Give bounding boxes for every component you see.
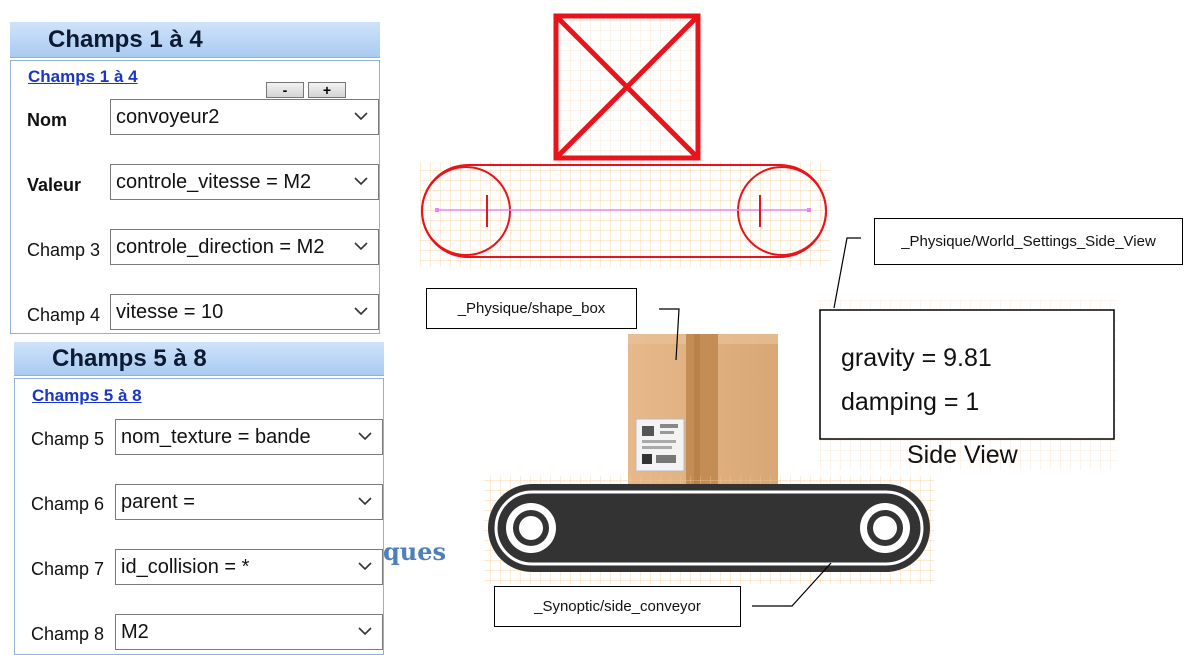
field-label-champ3: Champ 3 <box>27 240 101 260</box>
valeur-value: controle_vitesse = M2 <box>116 171 312 193</box>
champ4-value: vitesse = 10 <box>116 301 224 323</box>
champs-5-8-panel: Champs 5 à 8 Champs 5 à 8 Champ 5 nom_te… <box>14 342 384 655</box>
side-conveyor-callout: _Synoptic/side_conveyor <box>494 586 741 627</box>
champ3-select[interactable]: controle_direction = M2 <box>110 229 379 265</box>
champ8-select[interactable]: M2 <box>115 614 383 650</box>
damping-text: damping = 1 <box>841 388 979 416</box>
champ6-value: parent = <box>121 491 195 513</box>
chevron-down-icon[interactable] <box>353 295 369 329</box>
panel-content: Champs 5 à 8 Champ 5 nom_texture = bande… <box>14 378 384 655</box>
plus-button[interactable]: + <box>308 82 346 98</box>
shape-box-leader <box>659 308 680 361</box>
champ3-value: controle_direction = M2 <box>116 236 325 258</box>
champ5-select[interactable]: nom_texture = bande <box>115 419 383 455</box>
field-label-nom: Nom <box>27 110 67 130</box>
nom-select[interactable]: convoyeur2 <box>110 99 379 135</box>
field-label-valeur: Valeur <box>27 175 82 195</box>
chevron-down-icon[interactable] <box>357 485 373 519</box>
champs-1-4-panel: Champs 1 à 4 Champs 1 à 4 - + Nom convoy… <box>10 22 380 334</box>
field-label-champ7: Champ 7 <box>31 559 105 579</box>
side-conveyor-leader <box>752 562 832 607</box>
side-conveyor-callout-text: _Synoptic/side_conveyor <box>534 598 701 615</box>
side-view-caption: Side View <box>907 441 1019 469</box>
gravity-text: gravity = 9.81 <box>841 344 992 372</box>
champ7-value: id_collision = * <box>121 556 250 578</box>
shape-box-callout-text: _Physique/shape_box <box>457 300 606 317</box>
field-label-champ6: Champ 6 <box>31 494 105 514</box>
world-settings-callout-text: _Physique/World_Settings_Side_View <box>901 233 1156 250</box>
world-settings-box[interactable] <box>819 309 1115 440</box>
physics-shape-box[interactable] <box>551 12 703 162</box>
minus-button[interactable]: - <box>266 82 304 98</box>
nom-value: convoyeur2 <box>116 106 220 128</box>
chevron-down-icon[interactable] <box>353 165 369 199</box>
chevron-down-icon[interactable] <box>357 420 373 454</box>
chevron-down-icon[interactable] <box>357 615 373 649</box>
chevron-down-icon[interactable] <box>357 550 373 584</box>
field-label-champ4: Champ 4 <box>27 305 101 325</box>
champ4-select[interactable]: vitesse = 10 <box>110 294 379 330</box>
chevron-down-icon[interactable] <box>353 230 369 264</box>
shape-box-callout: _Physique/shape_box <box>426 288 637 329</box>
champ8-value: M2 <box>121 621 149 643</box>
field-label-champ8: Champ 8 <box>31 624 105 644</box>
section-link[interactable]: Champs 1 à 4 <box>28 67 138 86</box>
background-heading-fragment: ques <box>383 537 447 566</box>
world-settings-callout: _Physique/World_Settings_Side_View <box>874 218 1183 265</box>
champ7-select[interactable]: id_collision = * <box>115 549 383 585</box>
panel-title: Champs 1 à 4 <box>10 22 380 58</box>
field-label-champ5: Champ 5 <box>31 429 105 449</box>
chevron-down-icon[interactable] <box>353 100 369 134</box>
valeur-select[interactable]: controle_vitesse = M2 <box>110 164 379 200</box>
panel-content: Champs 1 à 4 - + Nom convoyeur2 Valeur c… <box>10 60 380 334</box>
world-settings-leader <box>833 237 861 309</box>
champ6-select[interactable]: parent = <box>115 484 383 520</box>
physics-conveyor-shape[interactable] <box>420 162 830 267</box>
champ5-value: nom_texture = bande <box>121 426 311 448</box>
cardboard-box[interactable] <box>628 334 778 484</box>
panel-title: Champs 5 à 8 <box>14 342 384 376</box>
section-link[interactable]: Champs 5 à 8 <box>32 386 142 405</box>
side-conveyor-graphic[interactable] <box>484 476 934 584</box>
